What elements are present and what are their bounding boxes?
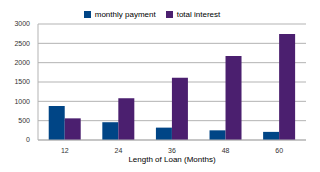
- svg-text:Length of Loan (Months): Length of Loan (Months): [128, 155, 216, 164]
- svg-text:24: 24: [115, 147, 123, 154]
- svg-text:2500: 2500: [14, 40, 30, 47]
- svg-text:48: 48: [222, 147, 230, 154]
- svg-text:1500: 1500: [14, 78, 30, 85]
- svg-text:36: 36: [168, 147, 176, 154]
- svg-text:12: 12: [61, 147, 69, 154]
- svg-text:2000: 2000: [14, 59, 30, 66]
- svg-text:1000: 1000: [14, 98, 30, 105]
- html-text:monthly payment: monthly payment: [94, 10, 156, 19]
- svg-text:3000: 3000: [14, 20, 30, 27]
- svg-text:0: 0: [26, 136, 30, 143]
- svg-text:60: 60: [275, 147, 283, 154]
- html-text:total interest: total interest: [176, 10, 221, 19]
- svg-text:500: 500: [18, 117, 30, 124]
